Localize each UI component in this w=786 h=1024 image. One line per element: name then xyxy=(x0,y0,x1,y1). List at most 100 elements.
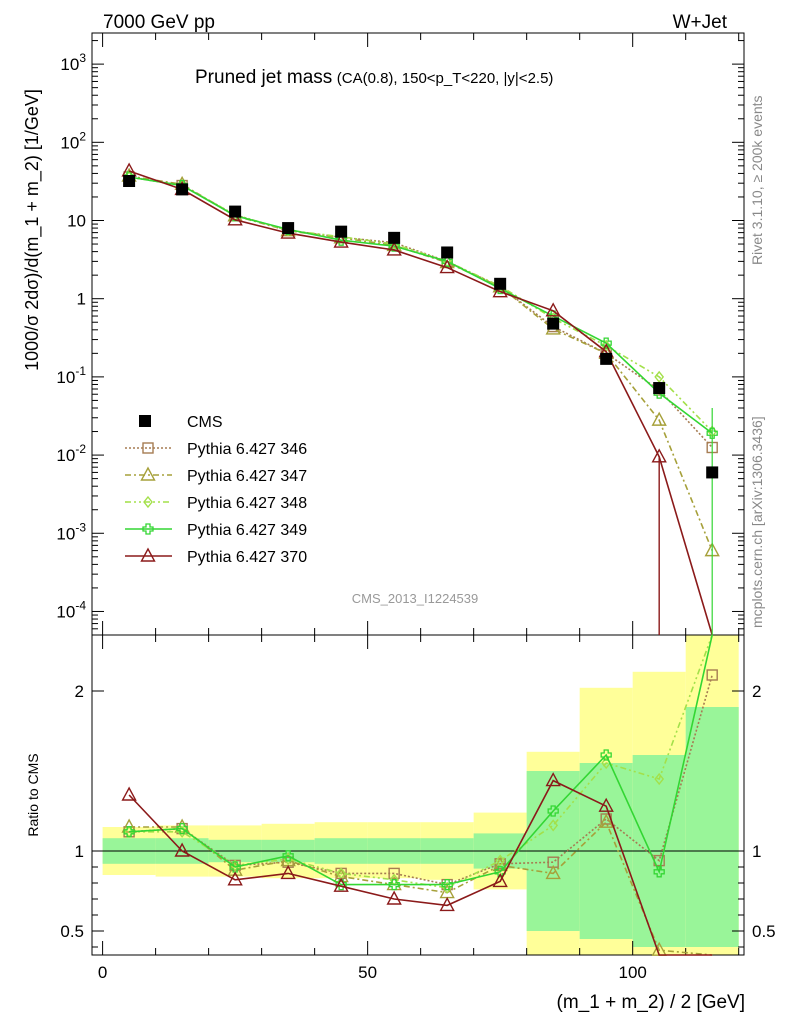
ratio-point-2-7 xyxy=(495,854,506,867)
ratio-tick-label-left: 0.5 xyxy=(60,922,84,941)
legend-marker-0 xyxy=(142,442,154,454)
ratio-point-2-8 xyxy=(548,819,559,832)
x-tick-label: 0 xyxy=(98,963,107,982)
data-point-7 xyxy=(494,277,507,290)
data-point-10 xyxy=(653,382,666,395)
legend: CMS Pythia 6.427 346 Pythia 6.427 347 Pythi… xyxy=(125,414,307,566)
ratio-point-3-3 xyxy=(282,850,294,862)
data-point-11 xyxy=(706,466,719,479)
ratio-point-4-1 xyxy=(174,842,190,857)
ratio-point-4-6 xyxy=(439,896,455,912)
y-tick-label: 103 xyxy=(60,51,86,74)
ratio-point-4-2 xyxy=(227,871,243,886)
ratio-tick-label-right: 0.5 xyxy=(752,922,776,941)
legend-marker-3 xyxy=(142,523,154,535)
main-point-4-8 xyxy=(545,302,561,317)
legend-label-0: Pythia 6.427 346 xyxy=(187,441,307,458)
ratio-point-2-2 xyxy=(230,859,241,872)
ratio-uncertainty-bands xyxy=(102,635,739,955)
axes: 10-4 10-3 10-2 10-1 1 10 102 103 0.5 0.5 1 1 2 2 0 50 10… xyxy=(56,32,776,982)
main-point-4-4 xyxy=(333,233,349,248)
y-axis-label: 1000/σ 2dσ)/d(m_1 + m_2) [1/GeV] xyxy=(22,89,43,371)
y-tick-label: 10-3 xyxy=(56,520,86,543)
ratio-point-1-4 xyxy=(333,868,349,883)
ratio-point-3-6 xyxy=(441,878,453,891)
y-tick-label: 10 xyxy=(67,212,86,231)
data-point-6 xyxy=(441,246,454,259)
y-tick-label: 1 xyxy=(77,290,86,309)
main-frame xyxy=(91,32,745,636)
main-point-3-11 xyxy=(706,427,718,439)
ratio-point-4-8 xyxy=(545,772,561,787)
header-left: 7000 GeV pp xyxy=(103,12,215,33)
chart-subtitle: (CA(0.8), 150<p_T<220, |y|<2.5) xyxy=(337,70,554,87)
data-point-9 xyxy=(600,352,613,365)
legend-label-1: Pythia 6.427 347 xyxy=(187,468,307,485)
ratio-tick-label-left: 2 xyxy=(75,682,84,701)
legend-label-3: Pythia 6.427 349 xyxy=(187,522,307,539)
legend-marker-1 xyxy=(140,466,156,481)
legend-label-cms: CMS xyxy=(187,414,223,431)
data-point-8 xyxy=(547,317,560,330)
ratio-point-1-9 xyxy=(598,813,614,828)
ratio-point-1-7 xyxy=(492,856,508,872)
ratio-point-3-0 xyxy=(123,826,135,838)
legend-marker-cms xyxy=(139,415,151,427)
ratio-point-0-11 xyxy=(706,669,718,681)
ratio-point-4-5 xyxy=(386,890,402,905)
ratio-tick-label-right: 2 xyxy=(752,682,761,701)
ratio-line-3 xyxy=(129,634,713,886)
legend-label-2: Pythia 6.427 348 xyxy=(187,495,307,512)
data-point-1 xyxy=(176,183,189,196)
ratio-point-2-10 xyxy=(654,772,665,786)
main-point-4-2 xyxy=(227,211,243,226)
y-tick-label: 10-2 xyxy=(56,442,86,465)
ratio-frame xyxy=(91,634,745,956)
ratio-point-4-4 xyxy=(333,877,349,892)
main-point-4-6 xyxy=(439,259,455,274)
ratio-point-4-3 xyxy=(280,864,296,880)
data-point-0 xyxy=(123,175,136,188)
ratio-point-4-0 xyxy=(121,786,137,801)
data-point-5 xyxy=(388,231,401,244)
ratio-line-4 xyxy=(128,779,713,956)
ratio-point-3-8 xyxy=(547,805,559,817)
ratio-series xyxy=(121,634,718,956)
y-tick-label: 10-1 xyxy=(56,364,86,387)
main-point-1-10 xyxy=(651,411,667,426)
chart-title-main: Pruned jet mass xyxy=(195,67,332,88)
x-tick-label: 100 xyxy=(618,963,646,982)
legend-marker-2 xyxy=(143,495,153,509)
main-point-2-10 xyxy=(654,370,665,384)
band-inner-11 xyxy=(685,707,739,947)
main-point-4-5 xyxy=(386,241,402,256)
data-point-3 xyxy=(282,222,295,235)
ratio-point-3-10 xyxy=(653,866,665,878)
main-line-0 xyxy=(128,176,713,449)
ratio-point-3-2 xyxy=(229,861,241,873)
chart-title: Pruned jet mass (CA(0.8), 150<p_T<220, |… xyxy=(195,67,553,88)
ratio-point-3-9 xyxy=(600,749,612,761)
x-axis-label: (m_1 + m_2) / 2 [GeV] xyxy=(557,992,746,1013)
legend-label-4: Pythia 6.427 370 xyxy=(187,549,307,566)
ratio-line-0 xyxy=(129,674,713,886)
ratio-tick-label-left: 1 xyxy=(75,842,84,861)
ratio-point-4-9 xyxy=(598,797,614,812)
main-line-2 xyxy=(128,176,713,433)
ratio-point-3-5 xyxy=(388,878,400,891)
watermark: CMS_2013_I1224539 xyxy=(352,591,479,606)
main-line-3 xyxy=(128,176,713,434)
side-label-rivet: Rivet 3.1.10, ≥ 200k events xyxy=(749,95,765,265)
main-point-3-9 xyxy=(600,337,612,349)
data-point-2 xyxy=(229,205,242,218)
data-point-4 xyxy=(335,225,348,238)
x-tick-label: 50 xyxy=(358,963,377,982)
main-series xyxy=(121,162,720,636)
header-right: W+Jet xyxy=(673,12,728,33)
ratio-line-1 xyxy=(129,820,713,956)
y-tick-label: 10-4 xyxy=(56,598,86,621)
ratio-point-1-8 xyxy=(545,864,561,880)
ratio-point-3-1 xyxy=(176,822,188,835)
ratio-tick-label-right: 1 xyxy=(752,842,761,861)
